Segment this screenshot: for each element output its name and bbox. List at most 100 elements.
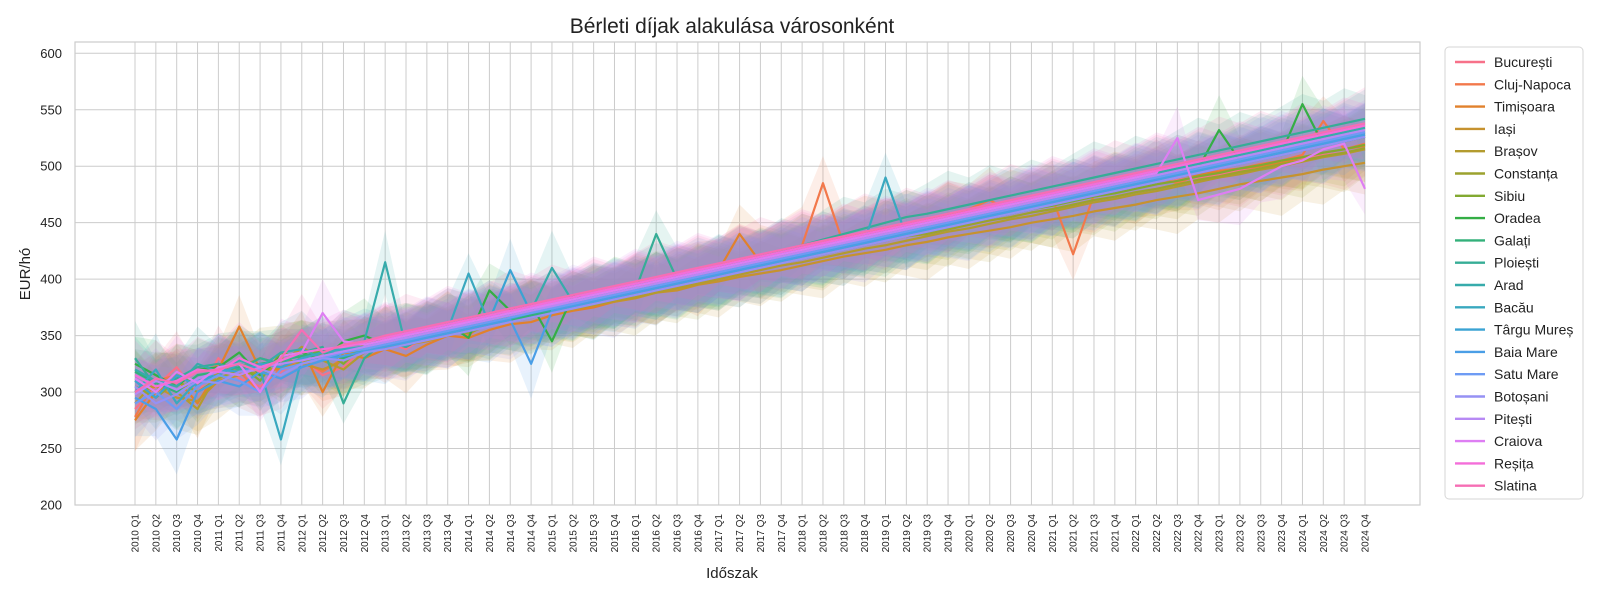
x-tick-label: 2018 Q2: [818, 514, 829, 553]
y-tick-label: 600: [40, 46, 62, 61]
series-line-13: [134, 133, 1366, 441]
x-tick-label: 2014 Q4: [527, 514, 538, 553]
x-tick-label: 2010 Q3: [172, 514, 183, 553]
legend-label: Arad: [1494, 277, 1524, 293]
x-tick-label: 2019 Q4: [944, 514, 955, 553]
legend-label: Reșița: [1494, 455, 1534, 471]
x-tick-label: 2020 Q4: [1027, 514, 1038, 553]
plot-frame: [74, 41, 1421, 506]
x-tick-label: 2016 Q4: [693, 514, 704, 553]
x-tick-label: 2017 Q1: [714, 514, 725, 553]
x-tick-label: 2019 Q3: [923, 514, 934, 553]
x-tick-label: 2013 Q2: [402, 514, 413, 553]
x-tick-label: 2012 Q3: [339, 514, 350, 553]
y-tick-label: 350: [40, 328, 62, 343]
series-line-4: [134, 148, 1366, 411]
legend-label: Iași: [1494, 121, 1516, 137]
legend-label: Sibiu: [1494, 188, 1525, 204]
x-tick-label: 2020 Q3: [1006, 514, 1017, 553]
x-tick-label: 2014 Q2: [485, 514, 496, 553]
legend-label: Slatina: [1494, 478, 1537, 494]
band-15: [135, 101, 1365, 441]
y-tick-label: 550: [40, 102, 62, 117]
x-tick-label: 2023 Q1: [1215, 514, 1226, 553]
x-tick-label: 2015 Q4: [610, 514, 621, 553]
y-tick-label: 400: [40, 272, 62, 287]
x-tick-label: 2023 Q2: [1235, 514, 1246, 553]
legend-label: Cluj-Napoca: [1494, 76, 1571, 92]
band-3: [135, 131, 1365, 432]
legend-label: Galați: [1494, 232, 1531, 248]
x-tick-label: 2011 Q3: [256, 514, 267, 552]
x-tick-labels: 2010 Q1 2010 Q2 2010 Q3 2010 Q4 2011 Q1 2011 …: [131, 514, 1372, 553]
series-line-18: [134, 124, 1366, 388]
x-tick-label: 2012 Q2: [318, 514, 329, 553]
y-tick-label: 300: [40, 385, 62, 400]
legend-label: Timișoara: [1494, 99, 1555, 115]
legend-label: Baia Mare: [1494, 344, 1558, 360]
x-tick-label: 2016 Q3: [673, 514, 684, 553]
series-line-14: [134, 131, 1366, 411]
y-tick-label: 200: [40, 498, 62, 513]
legend-label: Oradea: [1494, 210, 1541, 226]
x-tick-label: 2013 Q4: [443, 514, 454, 553]
legend-label: Pitești: [1494, 411, 1532, 427]
x-tick-label: 2015 Q3: [589, 514, 600, 553]
y-tick-label: 450: [40, 215, 62, 230]
legend-label: Ploiești: [1494, 255, 1539, 271]
x-tick-label: 2014 Q1: [464, 514, 475, 553]
x-tick-label: 2017 Q4: [777, 514, 788, 553]
x-tick-label: 2018 Q1: [798, 514, 809, 553]
x-tick-label: 2022 Q3: [1173, 514, 1184, 553]
x-tick-label: 2022 Q1: [1131, 514, 1142, 553]
x-tick-label: 2021 Q2: [1069, 514, 1080, 553]
legend-label: Târgu Mureș: [1494, 322, 1573, 338]
legend-label: Satu Mare: [1494, 366, 1559, 382]
x-tick-label: 2013 Q1: [381, 514, 392, 553]
y-tick-label: 500: [40, 159, 62, 174]
x-tick-label: 2017 Q2: [735, 514, 746, 553]
x-tick-label: 2016 Q2: [652, 514, 663, 553]
series-line-15: [134, 135, 1366, 405]
x-tick-label: 2023 Q3: [1256, 514, 1267, 553]
x-tick-label: 2020 Q1: [964, 514, 975, 553]
legend-label: Brașov: [1494, 143, 1538, 159]
x-tick-label: 2012 Q4: [360, 514, 371, 553]
legend-label: București: [1494, 54, 1552, 70]
y-tick-labels: 200 250 300 350 400 450 500 550 600: [40, 46, 62, 513]
x-tick-label: 2010 Q1: [131, 514, 142, 553]
x-tick-label: 2018 Q3: [839, 514, 850, 553]
x-tick-label: 2015 Q1: [547, 514, 558, 553]
x-tick-label: 2022 Q4: [1194, 514, 1205, 553]
legend-label: Botoșani: [1494, 389, 1548, 405]
legend-frame: [1444, 46, 1584, 500]
series-lines: [134, 103, 1366, 441]
x-tick-label: 2023 Q4: [1277, 514, 1288, 553]
x-tick-label: 2021 Q4: [1110, 514, 1121, 553]
legend: București Cluj-Napoca Timișoara Iași Brașov C…: [1444, 46, 1584, 500]
x-tick-label: 2012 Q1: [297, 514, 308, 553]
x-tick-label: 2022 Q2: [1152, 514, 1163, 553]
y-axis-label: EUR/hó: [17, 248, 34, 301]
x-tick-label: 2021 Q3: [1089, 514, 1100, 553]
legend-label: Constanța: [1494, 166, 1558, 182]
x-tick-label: 2019 Q1: [881, 514, 892, 553]
x-tick-label: 2016 Q1: [631, 514, 642, 553]
x-tick-label: 2021 Q1: [1048, 514, 1059, 553]
x-tick-label: 2017 Q3: [756, 514, 767, 553]
x-tick-label: 2011 Q1: [214, 514, 225, 552]
x-tick-label: 2018 Q4: [860, 514, 871, 553]
x-tick-label: 2013 Q3: [422, 514, 433, 553]
grid: [75, 42, 1420, 506]
x-tick-label: 2014 Q3: [506, 514, 517, 553]
x-tick-label: 2024 Q2: [1319, 514, 1330, 553]
legend-label: Craiova: [1494, 433, 1542, 449]
x-tick-label: 2024 Q1: [1298, 514, 1309, 553]
y-tick-label: 250: [40, 441, 62, 456]
x-tick-label: 2010 Q4: [193, 514, 204, 553]
x-tick-label: 2019 Q2: [902, 514, 913, 553]
x-tick-label: 2024 Q4: [1361, 514, 1372, 553]
x-tick-label: 2010 Q2: [151, 514, 162, 553]
